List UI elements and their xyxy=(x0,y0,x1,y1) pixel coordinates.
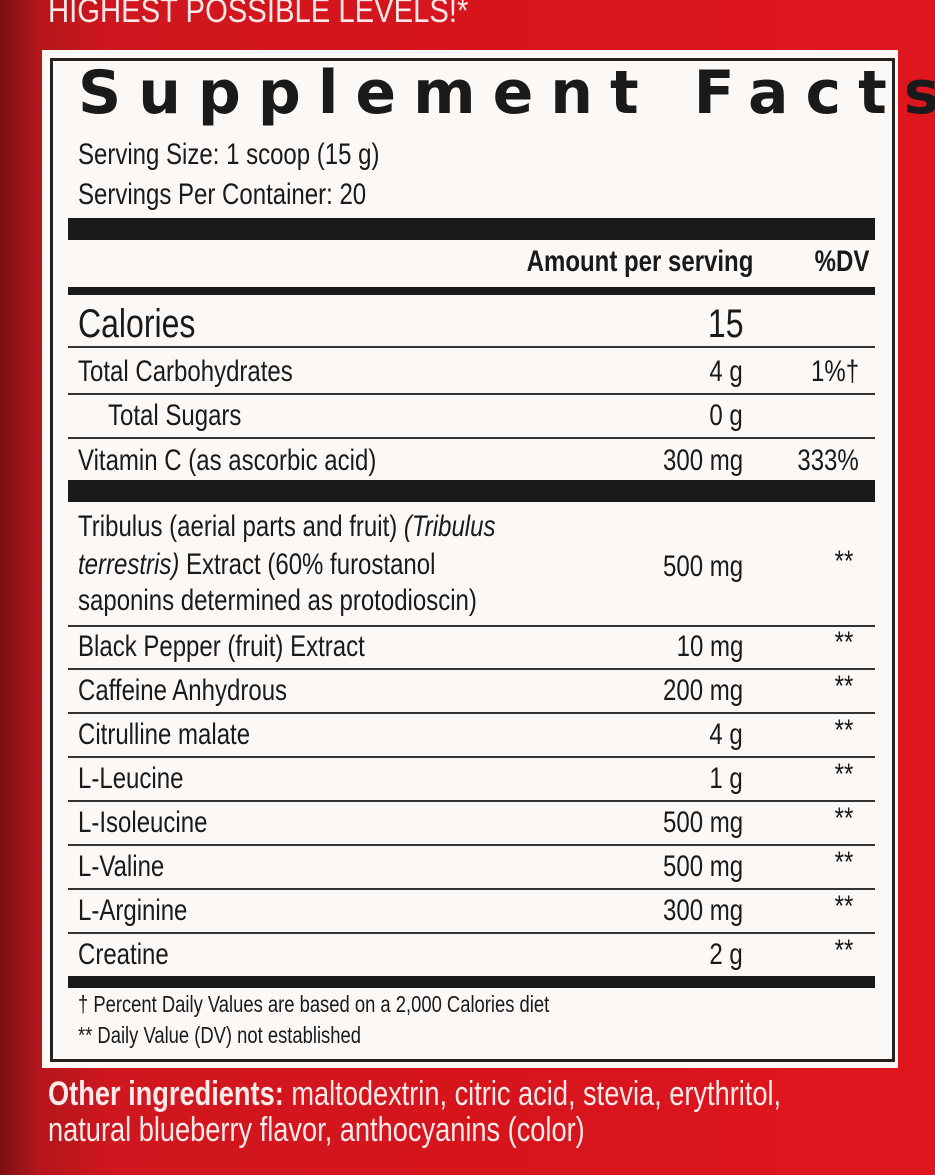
divider xyxy=(68,668,875,670)
row-name: Total Sugars xyxy=(108,399,242,432)
row-dv: ** xyxy=(834,802,853,835)
divider xyxy=(68,712,875,714)
divider xyxy=(68,346,875,348)
row-amount: 300 mg xyxy=(662,444,743,477)
row-dv: ** xyxy=(834,890,853,923)
row-dv: ** xyxy=(834,626,853,659)
tribulus-line-2: terrestris) Extract (60% furostanol xyxy=(78,548,436,581)
label-border xyxy=(50,58,895,1062)
row-dv: ** xyxy=(834,714,853,747)
tribulus-dv: ** xyxy=(834,545,853,578)
row-amount: 200 mg xyxy=(662,674,743,707)
divider xyxy=(68,756,875,758)
header-amount: Amount per serving xyxy=(526,245,753,278)
row-dv: ** xyxy=(834,934,853,967)
divider xyxy=(68,625,875,627)
row-dv: 333% xyxy=(797,444,859,477)
header-dv: %DV xyxy=(814,245,869,278)
footnote-dv-basis: † Percent Daily Values are based on a 2,… xyxy=(78,991,550,1017)
divider xyxy=(68,800,875,802)
row-amount: 300 mg xyxy=(662,894,743,927)
row-amount: 10 mg xyxy=(676,630,743,663)
row-name: L-Valine xyxy=(78,850,165,883)
row-name: Creatine xyxy=(78,938,169,971)
banner-text: HIGHEST POSSIBLE LEVELS!* xyxy=(48,0,469,30)
servings-per-container: Servings Per Container: 20 xyxy=(78,178,367,211)
row-name: L-Isoleucine xyxy=(78,806,208,839)
row-dv: ** xyxy=(834,758,853,791)
tribulus-amount: 500 mg xyxy=(662,550,743,583)
divider xyxy=(68,932,875,934)
tribulus-line-3: saponins determined as protodioscin) xyxy=(78,584,477,617)
calories-amount: 15 xyxy=(707,302,743,346)
row-amount: 4 g xyxy=(709,718,743,751)
divider xyxy=(68,844,875,846)
divider xyxy=(68,393,875,395)
row-dv: 1%† xyxy=(810,355,859,388)
row-amount: 4 g xyxy=(709,355,743,388)
divider-thick xyxy=(68,976,875,988)
row-amount: 1 g xyxy=(709,762,743,795)
divider xyxy=(68,888,875,890)
divider-thick xyxy=(68,218,875,240)
row-name: Citrulline malate xyxy=(78,718,251,751)
row-name: Vitamin C (as ascorbic acid) xyxy=(78,444,377,477)
row-name: Caffeine Anhydrous xyxy=(78,674,288,707)
divider-thick xyxy=(68,480,875,502)
row-amount: 500 mg xyxy=(662,850,743,883)
row-dv: ** xyxy=(834,670,853,703)
footnote-dv-not-established: ** Daily Value (DV) not established xyxy=(78,1022,361,1048)
row-amount: 0 g xyxy=(709,399,743,432)
row-name: L-Leucine xyxy=(78,762,184,795)
label-title: Supplement Facts xyxy=(78,58,935,128)
divider xyxy=(68,437,875,439)
calories-label: Calories xyxy=(78,302,196,346)
row-name: Black Pepper (fruit) Extract xyxy=(78,630,365,663)
row-amount: 2 g xyxy=(709,938,743,971)
tribulus-line-1: Tribulus (aerial parts and fruit) (Tribu… xyxy=(78,510,496,543)
row-amount: 500 mg xyxy=(662,806,743,839)
row-name: Total Carbohydrates xyxy=(78,355,293,388)
row-dv: ** xyxy=(834,846,853,879)
row-name: L-Arginine xyxy=(78,894,188,927)
divider-medium xyxy=(68,287,875,295)
other-ingredients: Other ingredients: maltodextrin, citric … xyxy=(48,1075,782,1149)
serving-size: Serving Size: 1 scoop (15 g) xyxy=(78,138,380,171)
